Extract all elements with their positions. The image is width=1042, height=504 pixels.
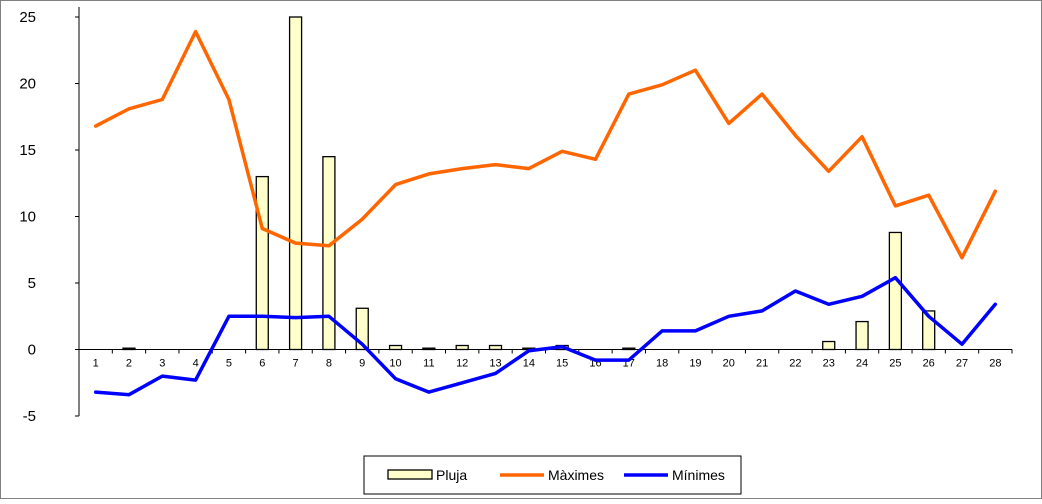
min-temp-line	[93, 275, 998, 397]
y-tick-label: 20	[19, 76, 36, 93]
rain-bar	[888, 231, 903, 351]
legend-label: Màximes	[548, 467, 604, 483]
x-tick-label: 7	[293, 358, 299, 370]
x-tick-label: 23	[823, 358, 835, 370]
rain-bar	[322, 155, 336, 351]
x-tick-label: 26	[923, 358, 935, 370]
x-tick-label: 24	[856, 358, 868, 370]
x-tick-label: 18	[656, 358, 668, 370]
rain-bar	[855, 320, 869, 351]
x-tick-label: 12	[456, 358, 468, 370]
x-tick-label: 5	[226, 358, 232, 370]
max-temp-line	[93, 29, 998, 260]
x-tick-label: 19	[689, 358, 701, 370]
rain-bar	[622, 347, 636, 351]
legend-label: Pluja	[436, 467, 467, 483]
x-tick-label: 3	[159, 358, 165, 370]
rain-bar	[822, 340, 836, 351]
x-tick-label: 20	[723, 358, 735, 370]
rain-bar	[355, 307, 369, 351]
y-tick-label: 10	[19, 209, 36, 226]
line-series	[93, 29, 998, 397]
x-tick-label: 4	[193, 358, 199, 370]
x-tick-label: 11	[423, 358, 434, 370]
x-tick-label: 2	[126, 358, 132, 370]
x-tick-label: 15	[556, 358, 568, 370]
x-tick-label: 1	[93, 358, 99, 370]
y-tick-label: 0	[28, 342, 36, 359]
rain-bar	[455, 344, 469, 351]
legend-swatch-pluja	[387, 469, 433, 480]
rain-bar	[288, 16, 303, 351]
x-tick-label: 6	[259, 358, 265, 370]
y-axis: -5 0 5 10 15 20 25	[19, 7, 80, 425]
x-tick-label: 22	[789, 358, 801, 370]
bar-series	[122, 16, 936, 351]
legend-label: Mínimes	[672, 467, 725, 483]
y-tick-label: 15	[19, 142, 36, 159]
x-tick-label: 14	[523, 358, 535, 370]
rain-bar	[422, 347, 436, 351]
x-tick-label: 25	[889, 358, 901, 370]
x-tick-label: 10	[389, 358, 401, 370]
x-tick-label: 8	[326, 358, 332, 370]
rain-bar	[388, 344, 403, 351]
y-tick-label: 25	[19, 9, 36, 26]
rain-bar	[122, 347, 136, 351]
y-tick-label: -5	[23, 408, 36, 425]
x-tick-label: 9	[359, 358, 365, 370]
x-tick-label: 28	[989, 358, 1001, 370]
x-tick-label: 13	[489, 358, 501, 370]
x-tick-label: 21	[756, 358, 768, 370]
rain-bar	[488, 344, 503, 351]
legend: Pluja Màximes Mínimes	[363, 455, 742, 495]
x-tick-label: 27	[956, 358, 968, 370]
y-tick-label: 5	[28, 275, 36, 292]
rain-bar	[255, 175, 269, 351]
